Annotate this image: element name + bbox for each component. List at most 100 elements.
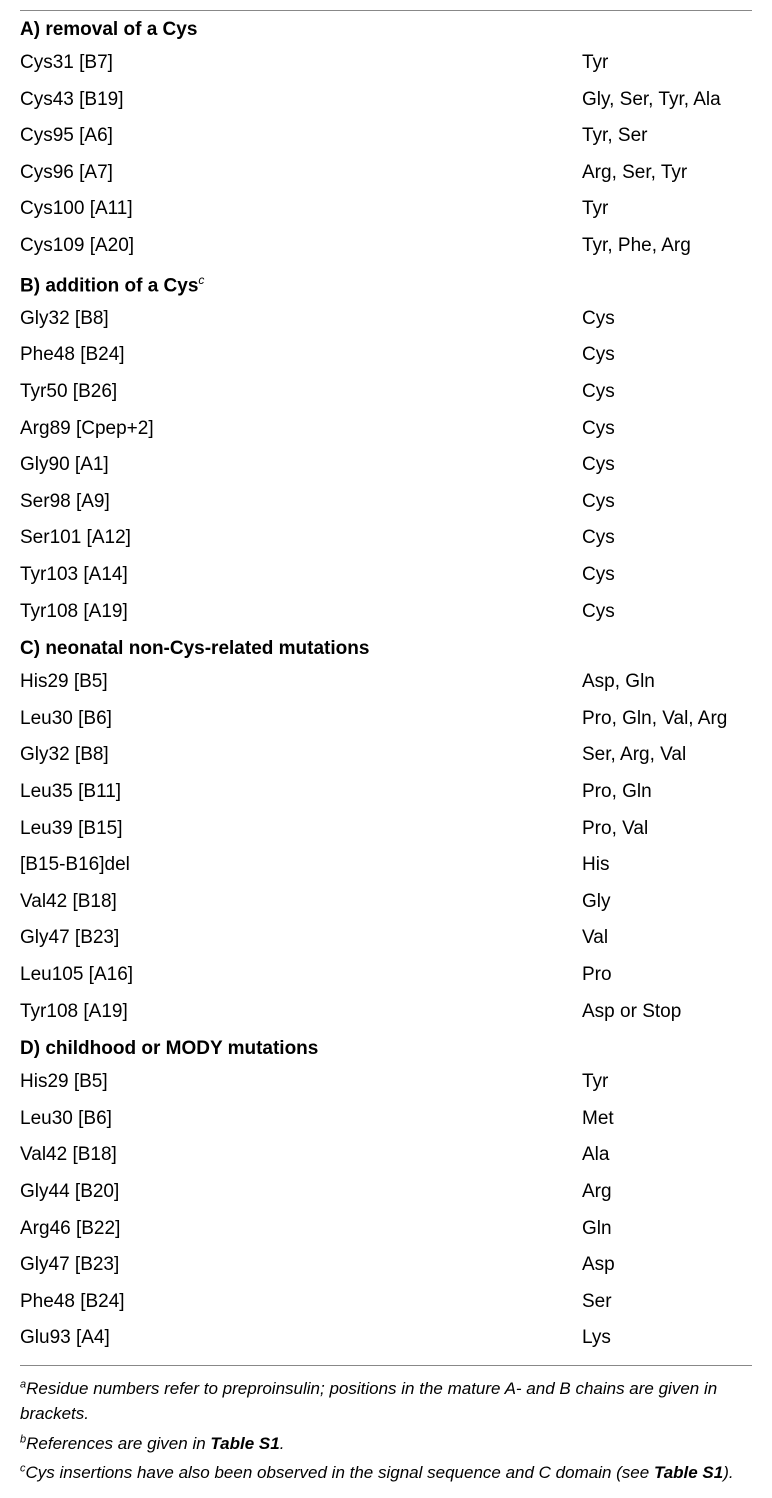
table-row: Leu105 [A16]Pro — [20, 957, 752, 994]
mutation-value: Pro, Val — [582, 816, 752, 843]
mutation-value: Ser — [582, 1289, 752, 1316]
section-a-title: A) removal of a Cys — [20, 19, 197, 40]
mutation-value: Val — [582, 925, 752, 952]
residue-position: Phe48 [B24] — [20, 1289, 582, 1316]
section-b-header: B) addition of a Cysc — [20, 265, 752, 301]
table-row: Phe48 [B24]Cys — [20, 337, 752, 374]
table-row: His29 [B5]Asp, Gln — [20, 664, 752, 701]
mutation-value: Arg, Ser, Tyr — [582, 160, 752, 187]
residue-position: Leu105 [A16] — [20, 962, 582, 989]
residue-position: Ser101 [A12] — [20, 525, 582, 552]
table-row: Cys109 [A20]Tyr, Phe, Arg — [20, 228, 752, 265]
section-c-header: C) neonatal non-Cys-related mutations — [20, 630, 752, 664]
residue-position: Val42 [B18] — [20, 889, 582, 916]
table-row: Cys95 [A6]Tyr, Ser — [20, 118, 752, 155]
table-row: Gly44 [B20]Arg — [20, 1174, 752, 1211]
residue-position: Gly47 [B23] — [20, 1252, 582, 1279]
footnote-c: cCys insertions have also been observed … — [20, 1458, 752, 1488]
table-row: Ser98 [A9]Cys — [20, 484, 752, 521]
section-b-title: B) addition of a Cys — [20, 275, 198, 296]
residue-position: Gly32 [B8] — [20, 742, 582, 769]
table-row: Gly32 [B8]Ser, Arg, Val — [20, 737, 752, 774]
table-row: Ser101 [A12]Cys — [20, 520, 752, 557]
table-row: Val42 [B18]Ala — [20, 1137, 752, 1174]
mutation-value: Tyr — [582, 1069, 752, 1096]
table-row: Gly47 [B23]Val — [20, 920, 752, 957]
section-b-rows: Gly32 [B8]CysPhe48 [B24]CysTyr50 [B26]Cy… — [20, 301, 752, 630]
mutation-table: A) removal of a Cys Cys31 [B7]TyrCys43 [… — [20, 10, 752, 1488]
mutation-value: Cys — [582, 342, 752, 369]
residue-position: Gly44 [B20] — [20, 1179, 582, 1206]
mutation-value: Arg — [582, 1179, 752, 1206]
table-row: Val42 [B18]Gly — [20, 884, 752, 921]
residue-position: Arg89 [Cpep+2] — [20, 416, 582, 443]
table-row: Cys31 [B7]Tyr — [20, 45, 752, 82]
table-row: Leu35 [B11]Pro, Gln — [20, 774, 752, 811]
residue-position: Cys100 [A11] — [20, 196, 582, 223]
mutation-value: Ser, Arg, Val — [582, 742, 752, 769]
residue-position: Gly90 [A1] — [20, 452, 582, 479]
table-row: Tyr108 [A19]Asp or Stop — [20, 994, 752, 1031]
residue-position: Tyr108 [A19] — [20, 599, 582, 626]
footnote-c-text-before: Cys insertions have also been observed i… — [26, 1463, 654, 1482]
mutation-value: Pro, Gln — [582, 779, 752, 806]
mutation-value: Asp or Stop — [582, 999, 752, 1026]
table-row: Tyr108 [A19]Cys — [20, 594, 752, 631]
mutation-value: Cys — [582, 489, 752, 516]
footnote-b-text-after: . — [280, 1434, 285, 1453]
footnote-c-text-after: ). — [723, 1463, 733, 1482]
table-row: Arg89 [Cpep+2]Cys — [20, 411, 752, 448]
mutation-value: Cys — [582, 306, 752, 333]
table-row: [B15-B16]delHis — [20, 847, 752, 884]
mutation-value: Cys — [582, 525, 752, 552]
residue-position: Leu30 [B6] — [20, 1106, 582, 1133]
residue-position: Tyr103 [A14] — [20, 562, 582, 589]
table-row: Glu93 [A4]Lys — [20, 1320, 752, 1357]
section-c-title: C) neonatal non-Cys-related mutations — [20, 638, 369, 659]
residue-position: Gly47 [B23] — [20, 925, 582, 952]
section-c-rows: His29 [B5]Asp, GlnLeu30 [B6]Pro, Gln, Va… — [20, 664, 752, 1030]
table-row: Leu30 [B6]Pro, Gln, Val, Arg — [20, 701, 752, 738]
mutation-value: Cys — [582, 452, 752, 479]
mutation-value: Gln — [582, 1216, 752, 1243]
table-row: His29 [B5]Tyr — [20, 1064, 752, 1101]
table-row: Leu30 [B6]Met — [20, 1101, 752, 1138]
section-d-rows: His29 [B5]TyrLeu30 [B6]MetVal42 [B18]Ala… — [20, 1064, 752, 1357]
footnote-c-bold: Table S1 — [654, 1463, 723, 1482]
mutation-value: Cys — [582, 562, 752, 589]
section-b-sup: c — [198, 273, 204, 287]
footnote-a-text: Residue numbers refer to preproinsulin; … — [20, 1379, 717, 1424]
residue-position: Val42 [B18] — [20, 1142, 582, 1169]
mutation-value: Ala — [582, 1142, 752, 1169]
residue-position: Phe48 [B24] — [20, 342, 582, 369]
table-row: Gly32 [B8]Cys — [20, 301, 752, 338]
table-row: Leu39 [B15]Pro, Val — [20, 811, 752, 848]
table-row: Gly90 [A1]Cys — [20, 447, 752, 484]
mutation-value: Asp, Gln — [582, 669, 752, 696]
section-a-rows: Cys31 [B7]TyrCys43 [B19]Gly, Ser, Tyr, A… — [20, 45, 752, 265]
residue-position: Leu39 [B15] — [20, 816, 582, 843]
table-row: Cys43 [B19]Gly, Ser, Tyr, Ala — [20, 82, 752, 119]
table-row: Tyr50 [B26]Cys — [20, 374, 752, 411]
residue-position: [B15-B16]del — [20, 852, 582, 879]
residue-position: His29 [B5] — [20, 669, 582, 696]
mutation-value: Lys — [582, 1325, 752, 1352]
table-row: Phe48 [B24]Ser — [20, 1284, 752, 1321]
footnote-a: aResidue numbers refer to preproinsulin;… — [20, 1374, 752, 1429]
table-row: Tyr103 [A14]Cys — [20, 557, 752, 594]
residue-position: His29 [B5] — [20, 1069, 582, 1096]
residue-position: Leu35 [B11] — [20, 779, 582, 806]
section-a-header: A) removal of a Cys — [20, 11, 752, 45]
residue-position: Cys109 [A20] — [20, 233, 582, 260]
mutation-value: Cys — [582, 416, 752, 443]
residue-position: Cys96 [A7] — [20, 160, 582, 187]
mutation-value: His — [582, 852, 752, 879]
table-row: Cys96 [A7]Arg, Ser, Tyr — [20, 155, 752, 192]
mutation-value: Gly, Ser, Tyr, Ala — [582, 87, 752, 114]
residue-position: Cys31 [B7] — [20, 50, 582, 77]
mutation-value: Cys — [582, 379, 752, 406]
mutation-value: Met — [582, 1106, 752, 1133]
mutation-value: Pro, Gln, Val, Arg — [582, 706, 752, 733]
table-row: Arg46 [B22]Gln — [20, 1211, 752, 1248]
footnote-b-text-before: References are given in — [26, 1434, 210, 1453]
